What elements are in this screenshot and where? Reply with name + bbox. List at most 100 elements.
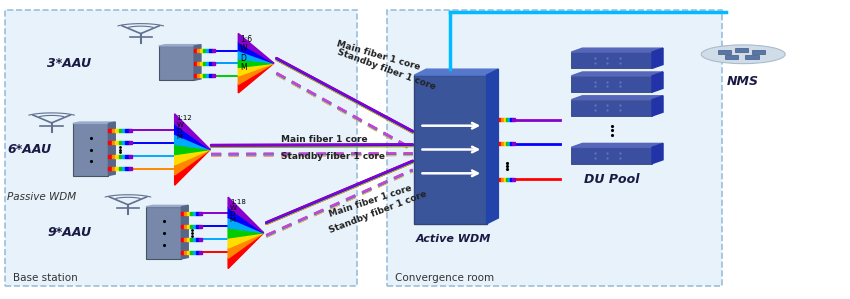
Bar <box>199 225 201 228</box>
Bar <box>508 178 510 181</box>
Bar <box>387 10 722 286</box>
Bar <box>5 10 357 286</box>
Polygon shape <box>238 63 274 93</box>
Polygon shape <box>174 150 210 165</box>
Bar <box>499 142 502 145</box>
Bar <box>190 212 193 215</box>
Polygon shape <box>228 233 264 269</box>
Text: Standby fiber 1 core: Standby fiber 1 core <box>280 152 385 161</box>
Bar <box>126 129 129 132</box>
Text: Main fiber 1 core: Main fiber 1 core <box>336 39 422 72</box>
Bar <box>199 251 201 254</box>
Bar <box>126 167 129 170</box>
Bar <box>194 49 197 52</box>
Bar <box>184 251 187 254</box>
Bar <box>190 251 193 254</box>
Bar <box>206 74 209 77</box>
Bar <box>126 141 129 144</box>
Bar <box>200 74 203 77</box>
Bar <box>187 225 190 228</box>
Bar <box>751 50 765 54</box>
Polygon shape <box>228 228 264 238</box>
Polygon shape <box>486 69 498 224</box>
Polygon shape <box>238 33 274 63</box>
Bar <box>194 62 197 65</box>
Bar <box>181 251 184 254</box>
Bar <box>206 49 209 52</box>
Polygon shape <box>652 48 663 68</box>
Bar <box>734 48 748 52</box>
Polygon shape <box>228 218 264 233</box>
Bar <box>126 155 129 158</box>
Bar <box>571 52 652 68</box>
Bar <box>146 207 181 259</box>
Text: 3*AAU: 3*AAU <box>48 57 92 70</box>
Polygon shape <box>415 69 498 75</box>
Polygon shape <box>238 63 274 84</box>
Bar <box>196 251 199 254</box>
Bar <box>116 155 119 158</box>
Bar <box>197 62 200 65</box>
Bar <box>499 118 502 121</box>
Bar <box>181 225 184 228</box>
Bar <box>196 225 199 228</box>
Bar <box>73 123 109 176</box>
Polygon shape <box>174 144 210 155</box>
Bar <box>109 167 112 170</box>
Bar <box>194 74 197 77</box>
Bar <box>129 141 133 144</box>
Text: Base station: Base station <box>14 273 78 283</box>
Polygon shape <box>652 96 663 116</box>
Text: DU Pool: DU Pool <box>584 173 639 186</box>
Bar <box>203 49 206 52</box>
Bar <box>129 167 133 170</box>
Bar <box>187 238 190 241</box>
Polygon shape <box>571 144 663 147</box>
Bar <box>122 141 126 144</box>
Polygon shape <box>228 197 264 233</box>
Bar <box>510 118 513 121</box>
Bar <box>503 118 506 121</box>
Bar <box>116 141 119 144</box>
Bar <box>200 62 203 65</box>
Bar <box>119 141 122 144</box>
Polygon shape <box>194 45 201 80</box>
Text: 1:18
W
D
M: 1:18 W D M <box>230 199 246 223</box>
Bar <box>122 155 126 158</box>
Polygon shape <box>571 96 663 100</box>
Polygon shape <box>174 150 210 185</box>
Bar <box>190 225 193 228</box>
Bar <box>502 178 503 181</box>
Bar <box>571 76 652 92</box>
Polygon shape <box>238 51 274 63</box>
Polygon shape <box>174 114 210 150</box>
Polygon shape <box>571 48 663 52</box>
Text: Convergence room: Convergence room <box>395 273 495 283</box>
Bar <box>571 100 652 116</box>
Bar <box>112 129 116 132</box>
Bar <box>190 238 193 241</box>
Bar <box>415 75 486 224</box>
Bar <box>184 212 187 215</box>
Polygon shape <box>652 144 663 164</box>
Polygon shape <box>652 72 663 92</box>
Bar <box>212 49 214 52</box>
Bar <box>212 62 214 65</box>
Text: 1:12
W
D
M: 1:12 W D M <box>176 115 192 140</box>
Bar <box>571 147 652 164</box>
Bar <box>112 141 116 144</box>
Bar <box>181 238 184 241</box>
Polygon shape <box>228 233 264 258</box>
Polygon shape <box>228 207 264 233</box>
Text: Active WDM: Active WDM <box>416 234 491 244</box>
Bar <box>193 212 196 215</box>
Polygon shape <box>174 134 210 150</box>
Polygon shape <box>109 122 116 176</box>
Polygon shape <box>73 122 116 123</box>
Bar <box>197 49 200 52</box>
Bar <box>503 178 506 181</box>
Bar <box>212 74 214 77</box>
Bar <box>193 251 196 254</box>
Bar <box>203 74 206 77</box>
Text: 6*AAU: 6*AAU <box>8 143 52 156</box>
